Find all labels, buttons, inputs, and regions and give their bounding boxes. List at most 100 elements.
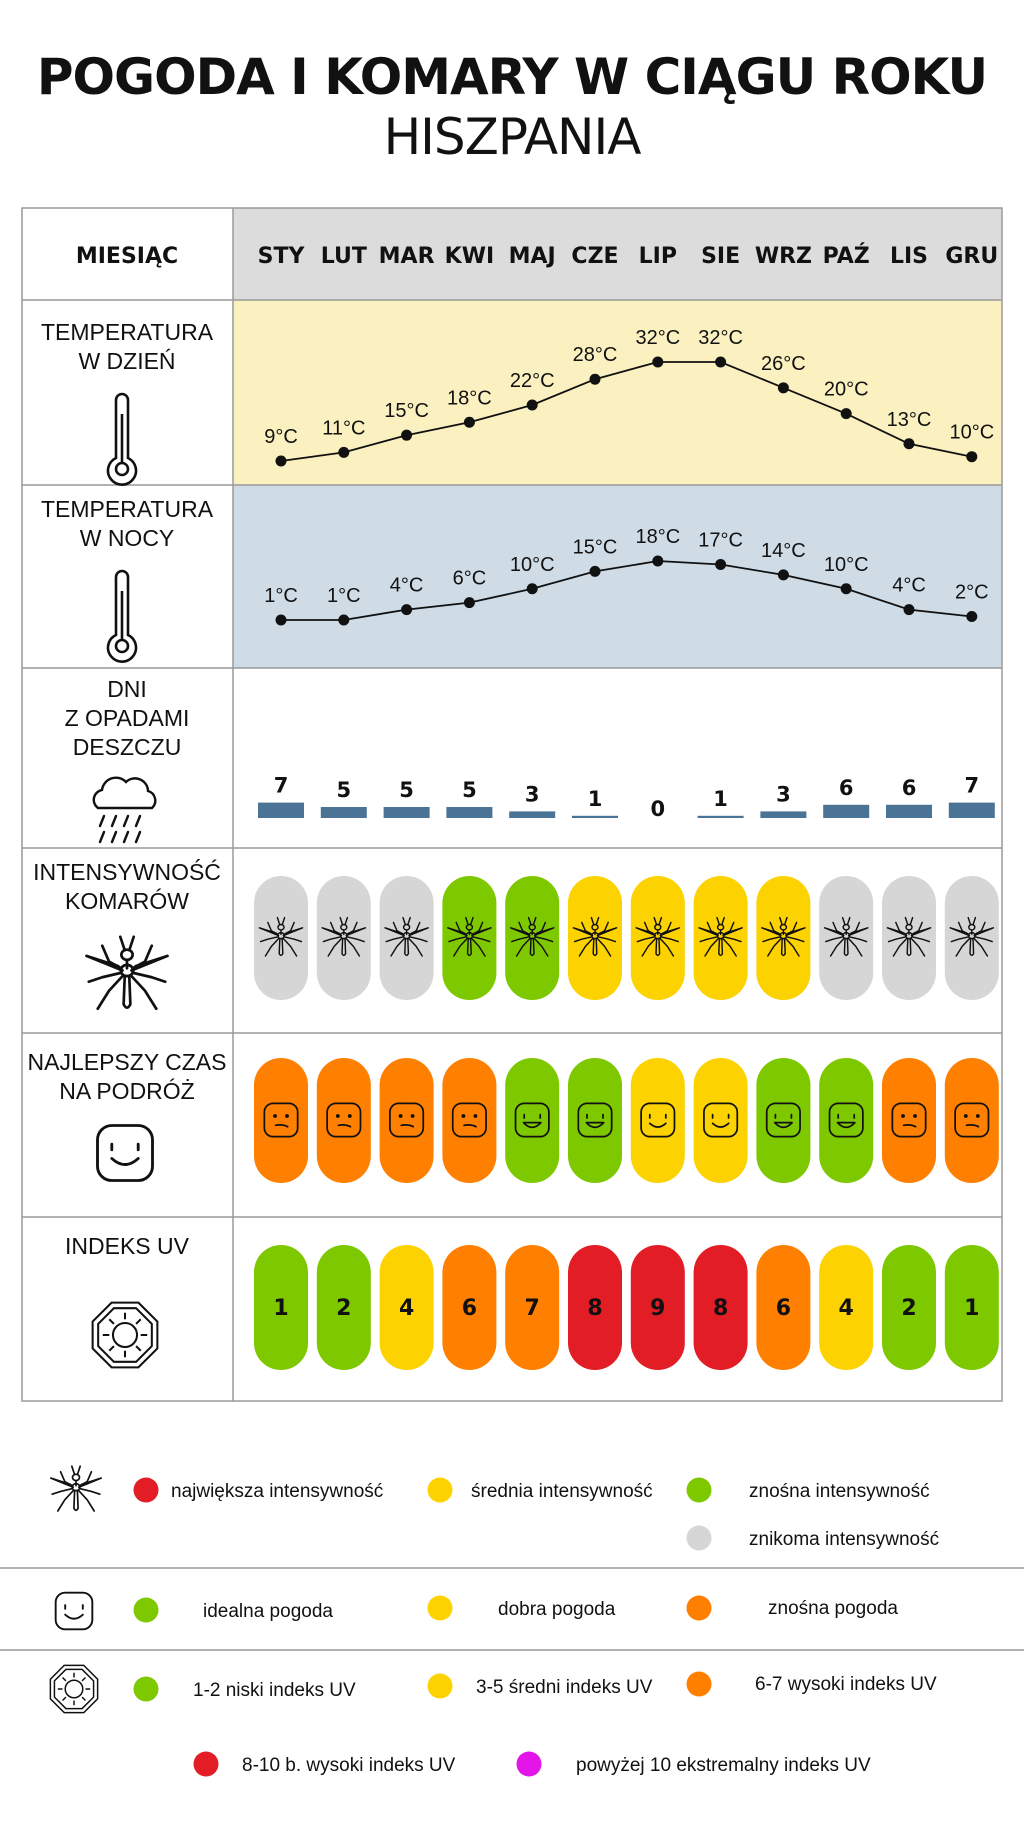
uv-index-pill — [568, 1245, 622, 1370]
night-temp-point — [463, 597, 475, 609]
day-temp-value-label: 32°C — [698, 327, 743, 349]
rain-value-label: 5 — [399, 778, 414, 802]
travel-rating-pill — [693, 1058, 748, 1183]
day-temp-point — [652, 356, 664, 368]
legend-swatch — [133, 1676, 159, 1702]
night-temp-value-label: 18°C — [635, 526, 680, 548]
smiley-face-icon — [54, 1591, 94, 1631]
day-temp-value-label: 28°C — [573, 344, 618, 366]
uv-value-label: 7 — [525, 1296, 540, 1321]
rain-bar — [886, 804, 932, 818]
uv-value-label: 8 — [713, 1296, 728, 1321]
day-temp-value-label: 9°C — [264, 426, 298, 448]
night-temp-point — [903, 604, 915, 616]
uv-index-pill — [442, 1245, 497, 1370]
rain-value-label: 0 — [650, 797, 665, 821]
uv-index-pill — [882, 1245, 936, 1370]
uv-value-label: 6 — [776, 1296, 791, 1321]
legend-swatch — [516, 1751, 542, 1777]
legend-label: średnia intensywność — [471, 1481, 653, 1502]
uv-value-label: 4 — [839, 1296, 854, 1321]
legend-label: 6-7 wysoki indeks UV — [755, 1674, 937, 1695]
month-label: MAR — [379, 244, 435, 269]
month-label: GRU — [945, 244, 998, 269]
day-temp-point — [526, 399, 538, 411]
day-temp-value-label: 26°C — [761, 353, 806, 375]
day-temp-value-label: 22°C — [510, 370, 555, 392]
uv-value-label: 8 — [587, 1296, 602, 1321]
rain-value-label: 3 — [776, 782, 791, 806]
legend-swatch — [427, 1673, 453, 1699]
rain-bar — [760, 811, 807, 818]
rain-value-label: 7 — [964, 774, 979, 798]
row-label-mosquito: INTENSYWNOŚĆ — [33, 858, 221, 885]
day-temp-point — [966, 451, 978, 463]
row-label-month: MIESIĄC — [76, 244, 178, 269]
night-temp-point — [401, 604, 413, 616]
uv-sun-icon — [49, 1664, 99, 1714]
row-label-uv: INDEKS UV — [65, 1233, 190, 1259]
month-label: LIS — [890, 244, 928, 269]
legend-swatch — [686, 1595, 712, 1621]
legend-label: największa intensywność — [171, 1481, 383, 1502]
uv-value-label: 4 — [399, 1296, 414, 1321]
uv-value-label: 1 — [273, 1296, 288, 1321]
legend-label: znośna intensywność — [749, 1481, 930, 1502]
night-temp-value-label: 10°C — [824, 554, 869, 576]
rain-bar — [823, 804, 870, 818]
page-title: POGODA I KOMARY W CIĄGU ROKU — [36, 48, 988, 106]
day-temp-point — [589, 373, 601, 385]
day-temp-point — [463, 416, 475, 428]
rain-bar — [572, 815, 618, 818]
travel-rating-pill — [505, 1058, 560, 1183]
table-content: MIESIĄC TEMPERATURA W DZIEŃ TEMPERATURA W NO… — [0, 243, 1024, 1777]
rain-value-label: 6 — [902, 776, 917, 800]
rain-bar — [509, 811, 556, 818]
legend-label: 1-2 niski indeks UV — [193, 1680, 356, 1701]
month-label: LUT — [321, 244, 367, 269]
uv-value-label: 6 — [462, 1296, 477, 1321]
legend-swatch — [133, 1477, 159, 1503]
smiley-face-icon — [96, 1124, 154, 1182]
legend-label: znikoma intensywność — [749, 1529, 939, 1550]
day-temp-point — [903, 438, 915, 450]
night-temp-point — [275, 614, 287, 626]
legend-label: 3-5 średni indeks UV — [476, 1677, 653, 1698]
uv-index-pill — [944, 1245, 999, 1370]
travel-rating-pill — [316, 1058, 371, 1183]
legend-swatch — [686, 1477, 712, 1503]
day-temp-value-label: 10°C — [949, 422, 994, 444]
day-temp-line — [280, 361, 972, 462]
uv-sun-icon — [91, 1301, 159, 1369]
travel-rating-pill — [756, 1058, 811, 1183]
month-label: STY — [258, 244, 306, 269]
night-temp-value-label: 14°C — [761, 540, 806, 562]
row-label-night_temp: TEMPERATURA — [41, 496, 214, 522]
night-temp-line — [281, 560, 972, 621]
night-temp-value-label: 17°C — [698, 529, 743, 551]
uv-index-pill — [630, 1245, 685, 1370]
day-temp-value-label: 11°C — [322, 417, 365, 439]
uv-index-pill — [316, 1245, 371, 1370]
month-label: PAŹ — [823, 243, 870, 269]
night-temp-value-label: 1°C — [264, 585, 298, 607]
rain-value-label: 3 — [525, 782, 540, 806]
day-temp-value-label: 18°C — [447, 387, 492, 409]
row-label-rain: DNI — [107, 676, 147, 702]
night-temp-point — [589, 565, 601, 577]
legend-swatch — [133, 1597, 159, 1623]
travel-rating-pill — [882, 1058, 936, 1183]
night-temp-point — [338, 614, 350, 626]
uv-value-label: 2 — [901, 1296, 916, 1321]
night-temp-value-label: 15°C — [573, 536, 618, 558]
night-temp-value-label: 6°C — [453, 568, 487, 590]
uv-index-pill — [505, 1245, 560, 1370]
legend-swatch — [427, 1595, 453, 1621]
travel-rating-pill — [819, 1058, 874, 1183]
month-label: CZE — [571, 244, 618, 269]
legend: największa intensywność średnia intensywn… — [0, 1465, 1024, 1777]
uv-index-pill — [756, 1245, 811, 1370]
day-temp-point — [275, 455, 287, 467]
legend-label: znośna pogoda — [768, 1598, 898, 1619]
